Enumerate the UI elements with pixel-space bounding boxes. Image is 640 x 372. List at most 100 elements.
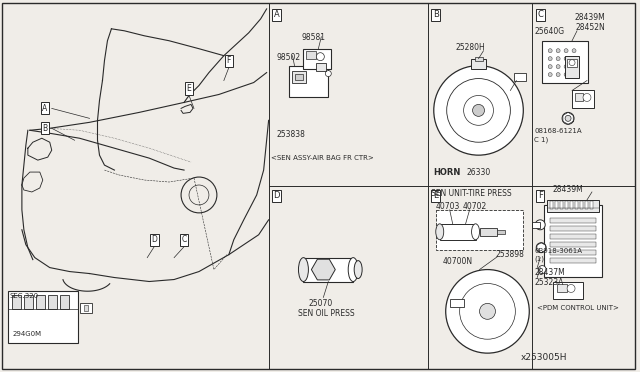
Bar: [450, 299, 463, 307]
Circle shape: [556, 73, 560, 77]
Circle shape: [567, 285, 575, 292]
Text: 98502: 98502: [276, 53, 301, 62]
Text: <SEN ASSY-AIR BAG FR CTR>: <SEN ASSY-AIR BAG FR CTR>: [271, 155, 373, 161]
Text: 28439M: 28439M: [552, 185, 583, 194]
Bar: [590, 201, 593, 209]
Bar: [575, 201, 578, 209]
Circle shape: [325, 71, 332, 77]
Circle shape: [548, 65, 552, 68]
Circle shape: [479, 304, 495, 319]
Circle shape: [564, 73, 568, 77]
Text: 40700N: 40700N: [443, 257, 473, 266]
Circle shape: [548, 73, 552, 77]
Text: SEN UNIT-TIRE PRESS: SEN UNIT-TIRE PRESS: [431, 189, 511, 198]
Text: 40703: 40703: [436, 202, 460, 211]
Text: (1): (1): [534, 256, 544, 262]
Polygon shape: [312, 259, 335, 280]
Bar: [24, 295, 33, 310]
Circle shape: [565, 115, 571, 121]
Bar: [550, 242, 596, 247]
Text: 253898: 253898: [495, 250, 524, 259]
Text: B: B: [42, 124, 47, 133]
Circle shape: [556, 65, 560, 68]
Circle shape: [572, 49, 576, 53]
Bar: [544, 205, 602, 276]
Text: F: F: [227, 56, 231, 65]
Text: C: C: [181, 235, 187, 244]
Circle shape: [564, 65, 568, 68]
Bar: [84, 305, 88, 311]
Circle shape: [556, 49, 560, 53]
Ellipse shape: [348, 258, 358, 282]
Bar: [542, 41, 588, 83]
Bar: [567, 59, 577, 67]
Bar: [515, 73, 526, 81]
Text: SEC.320: SEC.320: [10, 294, 39, 299]
Bar: [470, 59, 486, 68]
Bar: [8, 291, 77, 343]
Bar: [307, 51, 316, 59]
Circle shape: [538, 266, 546, 273]
Bar: [570, 201, 573, 209]
Circle shape: [572, 65, 576, 68]
Bar: [79, 304, 92, 313]
Circle shape: [463, 96, 493, 125]
Bar: [550, 218, 596, 223]
Bar: [292, 71, 307, 83]
Bar: [303, 49, 332, 68]
Bar: [12, 295, 21, 310]
Ellipse shape: [298, 258, 308, 282]
Text: 25323A: 25323A: [534, 278, 564, 286]
Bar: [60, 295, 68, 310]
Ellipse shape: [354, 261, 362, 279]
Bar: [565, 56, 579, 77]
Text: 98581: 98581: [301, 33, 325, 42]
Bar: [436, 210, 524, 250]
Text: x253005H: x253005H: [520, 353, 567, 362]
Bar: [580, 201, 583, 209]
Text: C: C: [538, 10, 543, 19]
Text: E: E: [187, 84, 191, 93]
Bar: [440, 224, 476, 240]
Bar: [550, 226, 596, 231]
Bar: [316, 62, 326, 71]
Text: F: F: [538, 192, 543, 201]
Circle shape: [460, 283, 515, 339]
Text: HORN: HORN: [433, 168, 460, 177]
Text: 253838: 253838: [276, 130, 305, 139]
Text: 08168-6121A: 08168-6121A: [534, 128, 582, 134]
Bar: [550, 258, 596, 263]
Circle shape: [445, 270, 529, 353]
Bar: [550, 250, 596, 255]
Bar: [572, 90, 594, 108]
Bar: [547, 200, 599, 212]
Text: 25070: 25070: [308, 299, 333, 308]
Text: 28452N: 28452N: [575, 23, 605, 32]
Bar: [532, 222, 540, 228]
Text: 28439M: 28439M: [574, 13, 605, 22]
Text: E: E: [433, 192, 438, 201]
Bar: [565, 201, 568, 209]
Circle shape: [556, 57, 560, 61]
Text: D: D: [151, 235, 157, 244]
Bar: [303, 258, 353, 282]
Text: D: D: [273, 192, 280, 201]
Circle shape: [434, 65, 524, 155]
Circle shape: [536, 243, 546, 253]
Text: A: A: [42, 104, 47, 113]
Text: B: B: [433, 10, 438, 19]
Circle shape: [562, 112, 574, 124]
Circle shape: [447, 78, 510, 142]
Bar: [474, 57, 483, 61]
Circle shape: [535, 220, 545, 230]
Text: SEN OIL PRESS: SEN OIL PRESS: [298, 310, 355, 318]
Circle shape: [564, 57, 568, 61]
Bar: [479, 228, 497, 236]
Bar: [497, 230, 506, 234]
Circle shape: [572, 73, 576, 77]
Bar: [550, 201, 553, 209]
Bar: [555, 201, 558, 209]
Bar: [289, 65, 328, 97]
Bar: [575, 93, 583, 102]
Text: 25640G: 25640G: [534, 27, 564, 36]
